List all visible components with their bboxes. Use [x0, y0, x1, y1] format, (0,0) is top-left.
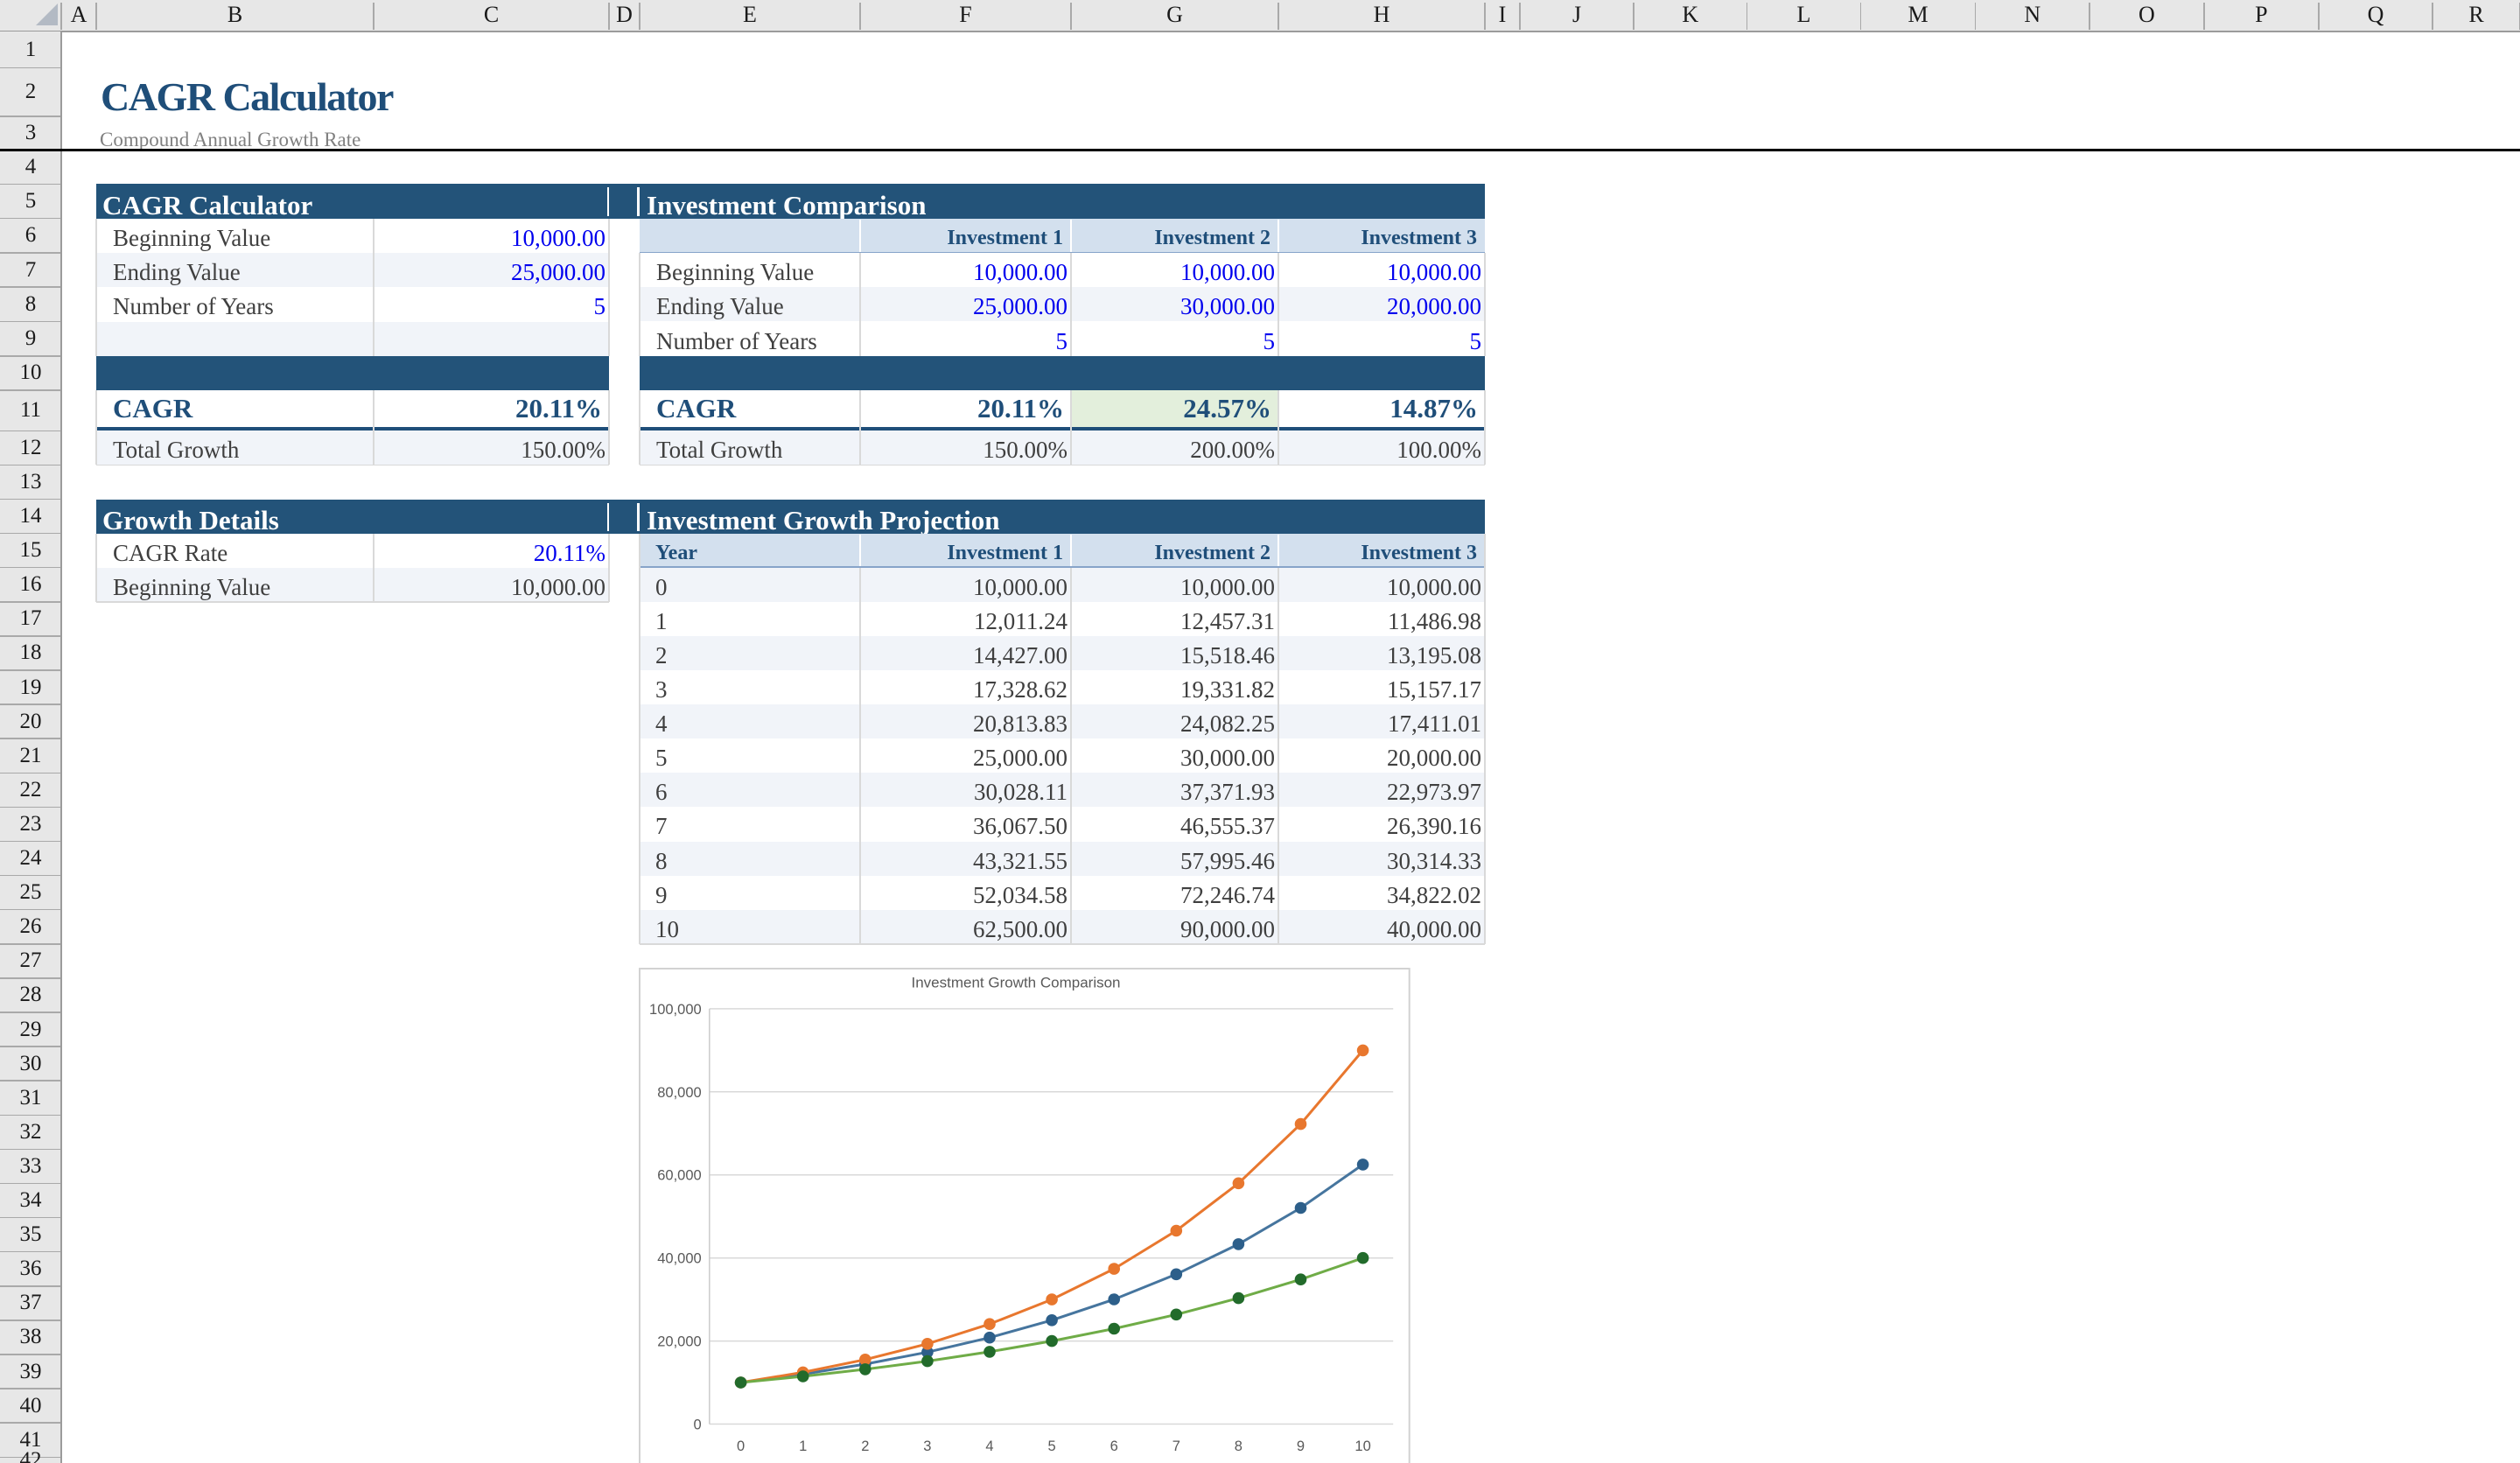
- svg-text:0: 0: [737, 1438, 745, 1454]
- svg-text:100,000: 100,000: [649, 1002, 702, 1018]
- svg-text:40,000: 40,000: [657, 1251, 701, 1267]
- svg-text:6: 6: [1110, 1438, 1117, 1454]
- svg-text:8: 8: [1235, 1438, 1242, 1454]
- svg-text:0: 0: [693, 1418, 701, 1433]
- svg-text:9: 9: [1297, 1438, 1305, 1454]
- svg-text:10: 10: [1354, 1438, 1370, 1454]
- svg-text:80,000: 80,000: [657, 1085, 701, 1101]
- svg-text:20,000: 20,000: [657, 1334, 701, 1350]
- svg-text:3: 3: [923, 1438, 931, 1454]
- svg-text:2: 2: [861, 1438, 869, 1454]
- svg-text:1: 1: [799, 1438, 807, 1454]
- svg-text:5: 5: [1047, 1438, 1055, 1454]
- svg-text:60,000: 60,000: [657, 1168, 701, 1184]
- svg-text:Investment Growth Comparison: Investment Growth Comparison: [911, 975, 1120, 991]
- svg-text:7: 7: [1172, 1438, 1180, 1454]
- svg-text:4: 4: [985, 1438, 993, 1454]
